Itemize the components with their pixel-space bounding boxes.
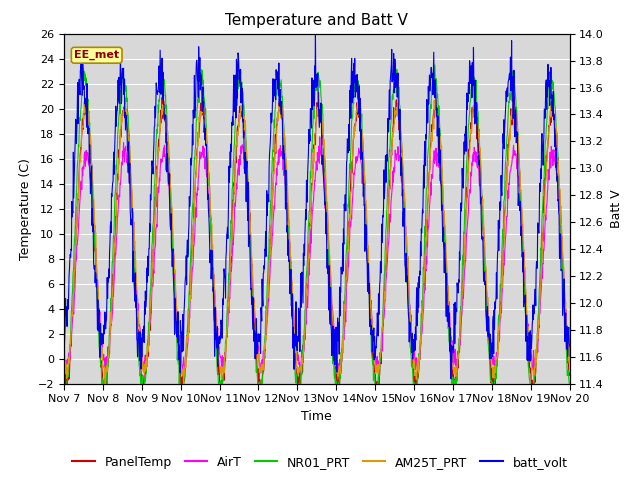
Y-axis label: Batt V: Batt V [610,190,623,228]
Text: EE_met: EE_met [74,50,119,60]
Title: Temperature and Batt V: Temperature and Batt V [225,13,408,28]
Legend: PanelTemp, AirT, NR01_PRT, AM25T_PRT, batt_volt: PanelTemp, AirT, NR01_PRT, AM25T_PRT, ba… [67,451,573,474]
Y-axis label: Temperature (C): Temperature (C) [19,158,32,260]
X-axis label: Time: Time [301,410,332,423]
